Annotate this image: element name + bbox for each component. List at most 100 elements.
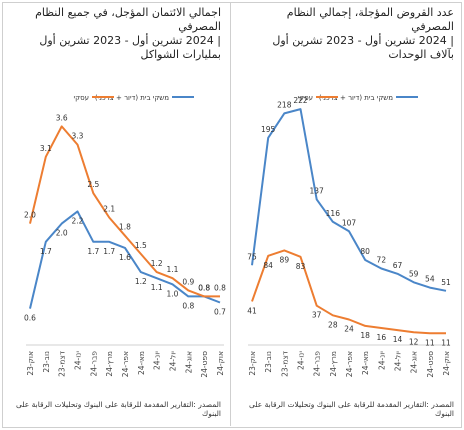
left-x-tick-label: פבר-24 <box>89 351 98 377</box>
right-data-label: 51 <box>441 278 451 287</box>
right-data-label: 222 <box>293 96 308 105</box>
right-legend: משקי בית (דיור + צרכני) עסקי <box>298 94 418 102</box>
right-x-tick-label: ינו-24 <box>297 351 306 370</box>
left-x-tick-label: ספט-24 <box>200 351 209 378</box>
right-x-tick-label: מרץ-24 <box>329 351 338 377</box>
right-x-tick-label: פבר-24 <box>313 351 322 377</box>
left-data-label: 2.2 <box>72 216 84 225</box>
left-title-line-2: المصرفي <box>178 20 221 33</box>
left-data-label: 0.7 <box>214 308 226 317</box>
right-data-label: 80 <box>360 247 370 256</box>
left-data-label: 3.6 <box>56 113 68 122</box>
right-title-line-2: المصرفي <box>411 20 454 33</box>
left-x-tick-label: ינו-24 <box>74 351 83 370</box>
left-data-label: 0.8 <box>182 301 194 310</box>
right-data-label: 75 <box>247 252 257 261</box>
left-x-tick-label: יונ-24 <box>153 351 162 370</box>
left-x-tick-label: אפר-24 <box>121 351 130 377</box>
right-data-label: 72 <box>377 256 387 265</box>
right-data-label: 14 <box>393 335 403 344</box>
right-data-label: 195 <box>261 125 276 134</box>
left-data-label: 1.1 <box>151 283 163 292</box>
left-legend-label-0: משקי בית (דיור + צרכני) <box>95 94 169 102</box>
left-data-label: 0.6 <box>24 314 36 323</box>
left-series-line-1 <box>29 125 220 298</box>
right-data-label: 89 <box>280 255 290 264</box>
right-chart-panel: عدد القروض المؤجلة، إجمالي النظام المصرف… <box>234 0 460 424</box>
left-data-label: 1.6 <box>119 253 131 262</box>
right-source-note: المصدر :التقارير المقدمة للرقابة على الب… <box>249 400 454 418</box>
left-series-line-0 <box>29 210 221 309</box>
left-data-label: 0.8 <box>214 283 226 292</box>
left-data-label: 2.0 <box>56 229 68 238</box>
right-data-label: 67 <box>393 261 403 270</box>
left-data-label: 1.7 <box>103 247 115 256</box>
right-data-label: 83 <box>296 262 306 271</box>
left-title-line-1: اجمالي الائتمان المؤجل، في جميع النظام <box>35 6 221 19</box>
right-x-tick-label: יול-24 <box>394 351 403 372</box>
left-data-label: 3.3 <box>72 132 84 141</box>
left-data-label: 3.1 <box>40 144 52 153</box>
left-line-chart: משקי בית (דיור + צרכני) עסקי אוק-23 נוב-23 ד… <box>24 94 226 378</box>
right-x-tick-label: דצמ-23 <box>280 351 289 377</box>
left-x-tick-label: מאי-24 <box>137 351 146 375</box>
left-data-label: 1.1 <box>167 265 179 274</box>
left-data-label: 1.2 <box>135 277 147 286</box>
left-data-label: 1.5 <box>135 241 147 250</box>
right-x-tick-label: אפר-24 <box>345 351 354 377</box>
left-chart-title: اجمالي الائتمان المؤجل، في جميع النظام ا… <box>6 6 221 62</box>
left-x-tick-label: אוק-24 <box>216 351 225 376</box>
right-data-label: 11 <box>425 338 435 347</box>
left-data-label: 2.0 <box>24 211 36 220</box>
left-x-tick-label: אוק-23 <box>26 351 35 376</box>
left-x-tick-label: אוג-24 <box>184 351 193 373</box>
right-data-label: 24 <box>344 325 354 334</box>
right-series-line-1 <box>251 249 446 335</box>
right-data-label: 107 <box>342 218 357 227</box>
left-x-tick-label: דצמ-23 <box>58 351 67 377</box>
left-data-label: 2.5 <box>87 180 99 189</box>
left-data-label: 1.7 <box>87 247 99 256</box>
right-x-tick-label: אוק-24 <box>442 351 451 376</box>
left-data-label: 1.7 <box>40 247 52 256</box>
left-title-line-4: بمليارات الشواكل <box>140 48 221 61</box>
left-data-label: 1.8 <box>119 223 131 232</box>
right-legend-label-1: עסקי <box>298 94 313 102</box>
right-chart-title: عدد القروض المؤجلة، إجمالي النظام المصرف… <box>238 6 454 62</box>
right-data-label: 37 <box>312 311 322 320</box>
left-title-line-3: | 2024 تشرين أول - 2023 تشرين أول <box>39 34 221 47</box>
right-data-label: 116 <box>326 209 341 218</box>
right-x-tick-label: מאי-24 <box>361 351 370 375</box>
right-x-tick-label: אוק-23 <box>248 351 257 376</box>
left-x-tick-label: מרץ-24 <box>105 351 114 377</box>
panel-divider <box>230 2 231 426</box>
right-title-line-3: | 2024 تشرين أول - 2023 تشرين أول <box>272 34 454 47</box>
left-data-label: 0.9 <box>182 277 194 286</box>
right-line-chart: משקי בית (דיור + צרכני) עסקי אוק-23 נוב-23 ד… <box>247 94 451 378</box>
left-legend: משקי בית (דיור + צרכני) עסקי <box>74 94 194 102</box>
left-data-label: 2.1 <box>103 205 115 214</box>
right-data-label: 84 <box>263 261 273 270</box>
left-x-tick-label: יול-24 <box>169 351 178 372</box>
right-legend-label-0: משקי בית (דיור + צרכני) <box>319 94 393 102</box>
left-data-label: 1.0 <box>167 289 179 298</box>
right-data-label: 54 <box>425 275 435 284</box>
right-title-line-1: عدد القروض المؤجلة، إجمالي النظام <box>286 6 454 19</box>
left-chart-panel: اجمالي الائتمان المؤجل، في جميع النظام ا… <box>2 0 227 424</box>
left-source-note: المصدر :التقارير المقدمة للرقابة على الب… <box>16 400 221 418</box>
right-data-label: 41 <box>247 306 257 315</box>
left-data-label: 0.8 <box>198 283 210 292</box>
left-data-label: 1.2 <box>151 259 163 268</box>
right-data-label: 12 <box>409 337 419 346</box>
right-data-label: 28 <box>328 320 338 329</box>
right-data-label: 137 <box>310 186 325 195</box>
left-x-tick-label: נוב-23 <box>42 351 51 373</box>
right-series-line-0 <box>251 108 447 292</box>
left-legend-label-1: עסקי <box>74 94 89 102</box>
right-x-tick-label: אוג-24 <box>410 351 419 373</box>
right-data-label: 59 <box>409 269 419 278</box>
right-data-label: 218 <box>277 100 292 109</box>
right-data-label: 18 <box>360 331 370 340</box>
right-data-label: 16 <box>377 333 387 342</box>
